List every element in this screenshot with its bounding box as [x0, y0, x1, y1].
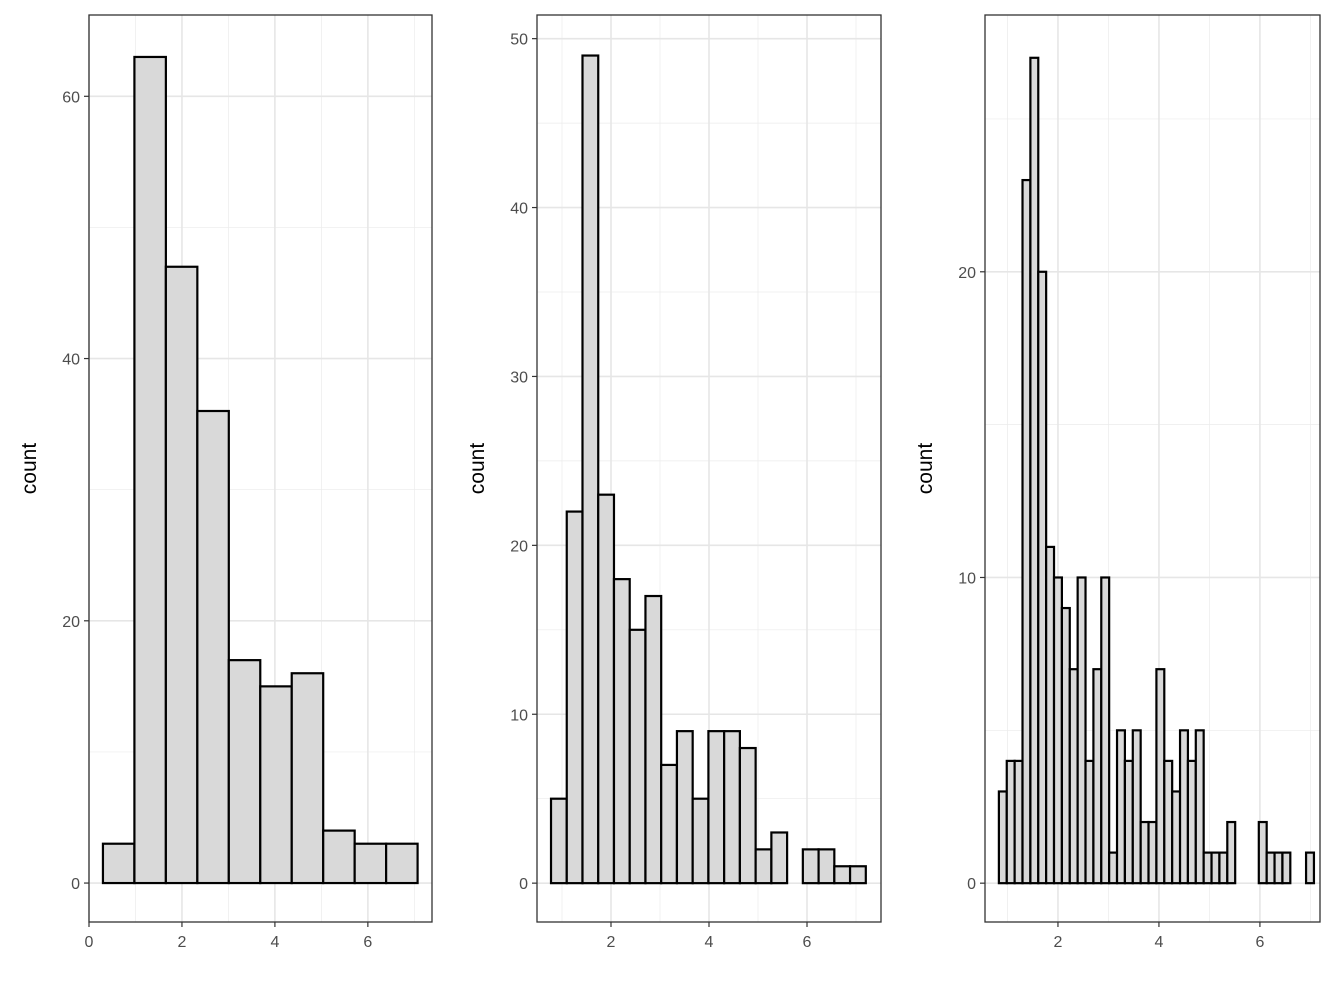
histogram-bar: [612, 578, 631, 885]
panel-border: [88, 14, 433, 923]
histogram-bar: [848, 865, 867, 885]
histogram-bar: [164, 265, 199, 885]
x-tick-label: 0: [85, 934, 94, 951]
histogram-bar: [675, 730, 694, 885]
histogram-bar: [1257, 820, 1268, 885]
histogram-bar: [997, 790, 1008, 885]
histogram-bar: [1147, 820, 1158, 885]
y-axis-label: count: [914, 443, 937, 495]
histogram-bar: [738, 746, 757, 885]
x-tick-label: 6: [1255, 934, 1264, 951]
histogram-bar: [1068, 668, 1079, 885]
histogram-bar: [353, 842, 388, 885]
x-tick-label: 2: [607, 934, 616, 951]
histogram-bar: [1013, 759, 1024, 885]
histogram-bar: [133, 55, 167, 885]
histogram-bar: [322, 829, 356, 885]
histogram-bar: [644, 594, 663, 885]
x-tick-label: 2: [178, 934, 187, 951]
histogram-bar: [1202, 851, 1213, 885]
x-tick-label: 4: [1154, 934, 1163, 951]
y-tick-label: 0: [519, 876, 528, 893]
histogram-bar: [1084, 759, 1095, 885]
y-tick-label: 30: [510, 369, 528, 386]
histogram-bar: [1100, 576, 1111, 885]
histogram-bar: [770, 831, 789, 885]
y-axis-label: count: [466, 443, 489, 495]
x-tick-label: 2: [1054, 934, 1063, 951]
y-axis-label: count: [18, 443, 41, 495]
histogram-bar: [1029, 56, 1040, 885]
histogram-bar: [1076, 576, 1087, 885]
y-tick-label: 10: [958, 570, 976, 587]
histogram-bar: [754, 848, 773, 885]
histogram-bar: [1060, 606, 1071, 885]
y-tick-label: 60: [62, 89, 80, 106]
histogram-bar: [196, 409, 230, 885]
y-tick-label: 10: [510, 707, 528, 724]
histogram-bar: [1186, 759, 1197, 885]
histogram-bar: [1178, 729, 1190, 885]
x-tick-label: 6: [363, 934, 372, 951]
y-tick-label: 40: [62, 352, 80, 369]
histogram-bar: [565, 510, 584, 885]
histogram-bar: [1273, 851, 1284, 885]
histogram-bar: [597, 493, 616, 885]
histogram-bar: [1281, 851, 1292, 885]
histogram-bar: [101, 842, 136, 885]
y-tick-label: 0: [71, 876, 80, 893]
panel-2: 2 4 6 0 10 20 30 40 50 count: [466, 14, 882, 951]
histogram-bar: [1123, 759, 1134, 885]
histogram-bar: [1139, 820, 1150, 885]
histogram-bar: [1037, 270, 1048, 885]
histogram-bar: [833, 865, 852, 885]
panel-3: 2 4 6 0 10 20 count: [914, 14, 1321, 951]
histogram-bar: [549, 797, 568, 885]
x-tick-label: 4: [270, 934, 279, 951]
histogram-bar: [1210, 851, 1221, 885]
histogram-bar: [1052, 576, 1063, 885]
y-tick-label: 40: [510, 201, 528, 218]
histogram-bar: [707, 730, 726, 885]
y-tick-label: 20: [510, 538, 528, 555]
histogram-bar: [628, 628, 647, 885]
histogram-bar: [581, 54, 600, 885]
x-tick-label: 6: [803, 934, 812, 951]
histogram-bar: [1005, 759, 1016, 885]
histogram-bar: [817, 848, 836, 885]
y-tick-label: 20: [958, 265, 976, 282]
y-tick-label: 50: [510, 32, 528, 49]
histogram-bar: [1265, 851, 1276, 885]
y-tick-label: 20: [62, 614, 80, 631]
histogram-bar: [1226, 820, 1237, 885]
histogram-bar: [660, 763, 679, 885]
histogram-bar: [1171, 790, 1182, 885]
x-tick-label: 4: [705, 934, 714, 951]
histogram-bar: [801, 848, 820, 885]
histogram-bar: [259, 685, 293, 885]
histogram-bar: [1163, 759, 1174, 885]
histogram-bar: [290, 672, 325, 885]
histogram-bar: [227, 659, 262, 885]
histogram-bar: [1045, 545, 1056, 885]
histogram-bar: [1115, 729, 1127, 885]
y-tick-label: 0: [967, 876, 976, 893]
histogram-bar: [691, 797, 710, 885]
histogram-bar: [1218, 851, 1229, 885]
histogram-bar: [1108, 851, 1119, 885]
histogram-bar: [1304, 851, 1316, 885]
histogram-bar: [1092, 668, 1103, 885]
histogram-bar: [1194, 729, 1205, 885]
histogram-bar: [1155, 668, 1166, 885]
histogram-bar: [723, 730, 741, 885]
histogram-bar: [1021, 178, 1032, 885]
histogram-bar: [1131, 729, 1142, 885]
panel-border: [984, 14, 1321, 923]
histogram-bar: [385, 842, 419, 885]
